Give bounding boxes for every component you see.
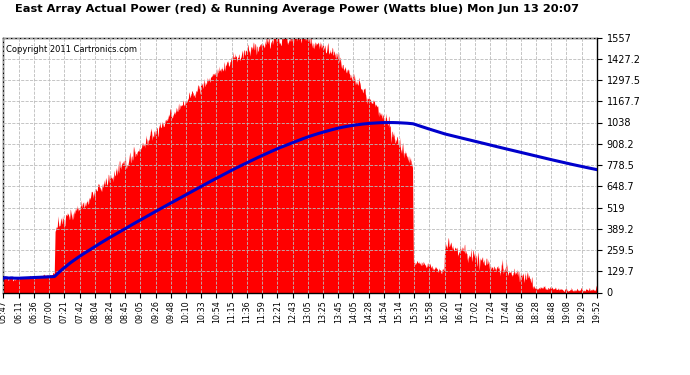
Text: Copyright 2011 Cartronics.com: Copyright 2011 Cartronics.com [6, 45, 137, 54]
Text: East Array Actual Power (red) & Running Average Power (Watts blue) Mon Jun 13 20: East Array Actual Power (red) & Running … [14, 4, 579, 14]
